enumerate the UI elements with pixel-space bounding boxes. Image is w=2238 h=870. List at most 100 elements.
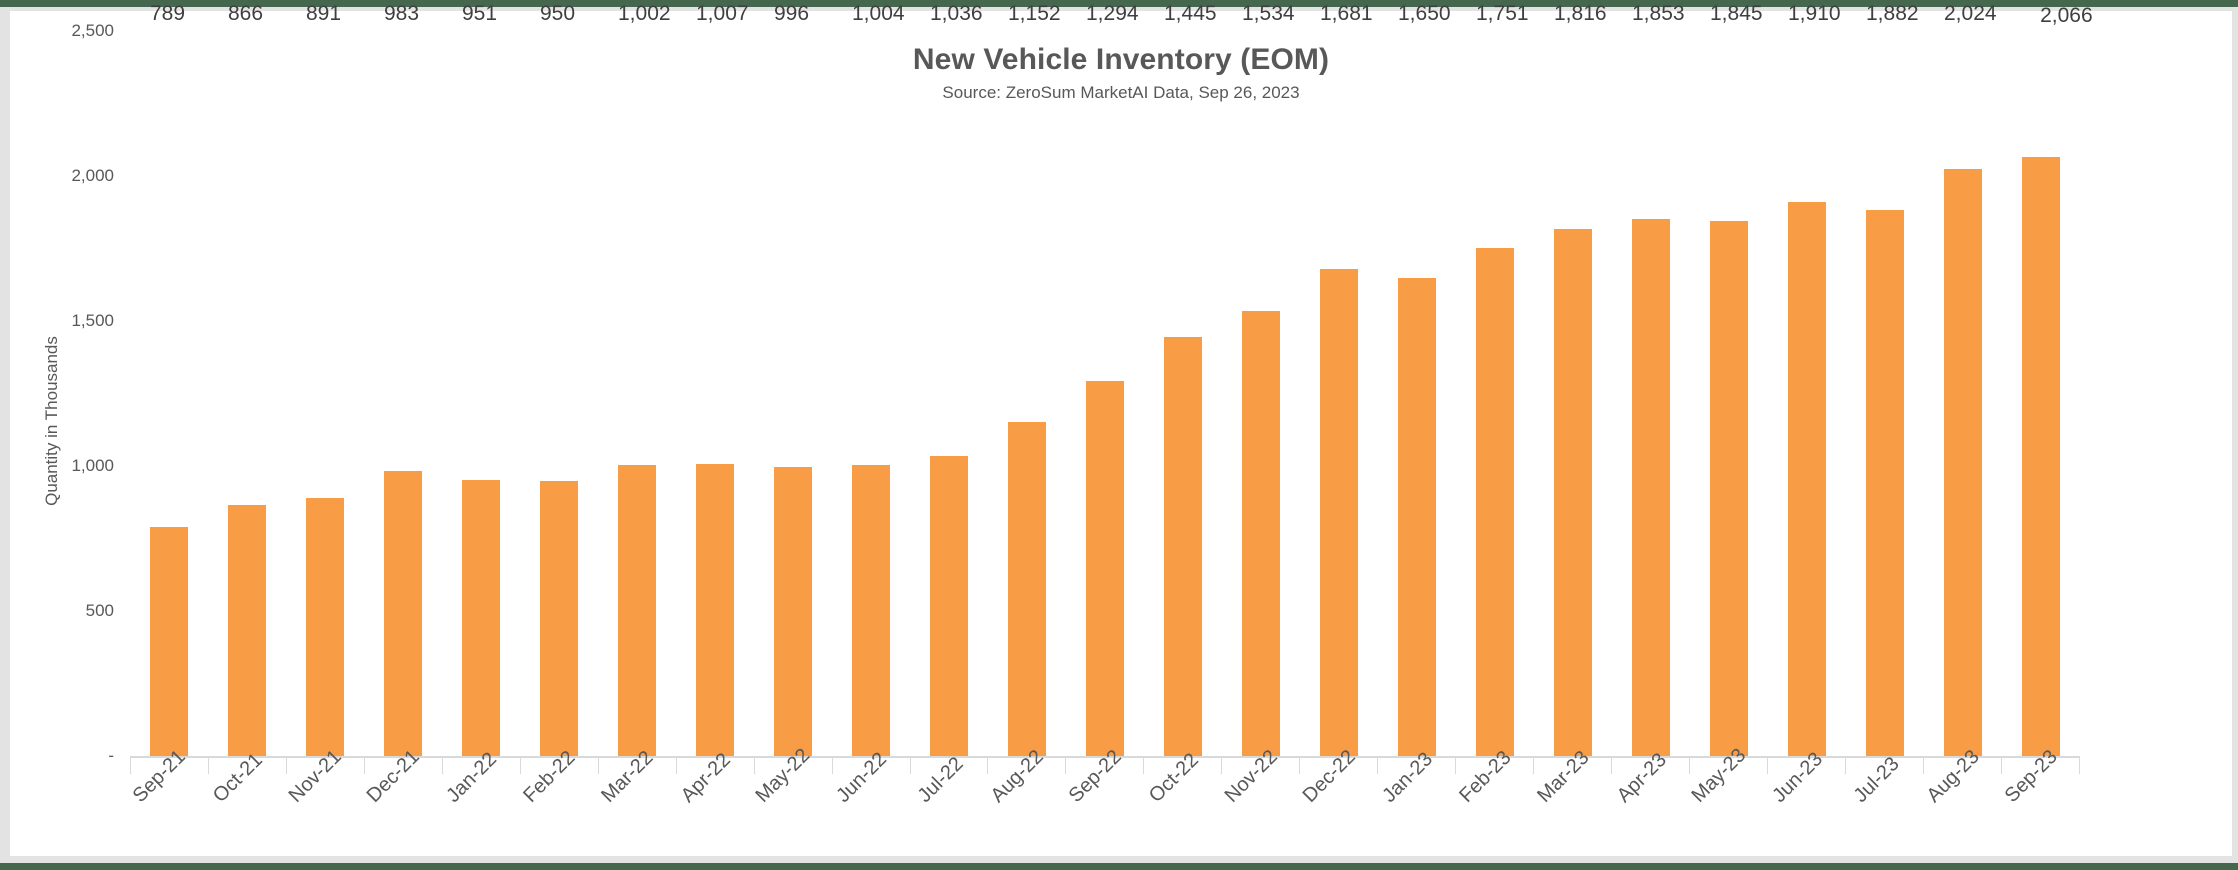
x-axis-label-slot[interactable]: Feb-22 xyxy=(519,747,598,870)
bar[interactable]: 866 xyxy=(228,2,266,756)
x-axis-label-slot[interactable]: May-23 xyxy=(1688,744,1768,870)
bar-slot[interactable]: 1,816 xyxy=(1534,2,1612,756)
x-axis-tick xyxy=(443,758,521,774)
bar-value-label: 1,816 xyxy=(1554,2,1607,25)
bar-slot[interactable]: 2,024 xyxy=(1924,2,2002,756)
bar-annotation-line: 2,066 xyxy=(2040,4,2093,28)
bar[interactable]: 1,534 xyxy=(1242,2,1295,756)
bar-slot[interactable]: 1,002 xyxy=(598,2,676,756)
x-axis-label-slot[interactable]: Oct-22 xyxy=(1144,749,1222,870)
bar-value-label: 951 xyxy=(462,2,498,25)
bar-slot[interactable]: 866 xyxy=(208,2,286,756)
bar[interactable]: 983 xyxy=(384,2,422,756)
bar[interactable]: 1,882 xyxy=(1866,2,1919,756)
x-axis-tick xyxy=(287,758,365,774)
bar[interactable]: 951 xyxy=(462,2,500,756)
bar-slot[interactable]: 950 xyxy=(520,2,598,756)
bar-slot[interactable]: 1,445 xyxy=(1144,2,1222,756)
bar[interactable]: 1,751 xyxy=(1476,2,1529,756)
y-axis-tick-label: 500 xyxy=(85,601,114,620)
x-axis-label-slot[interactable]: Sep-23 xyxy=(2001,746,2080,870)
bar-slot[interactable]: 1,294 xyxy=(1066,2,1144,756)
bar-value-label: 996 xyxy=(774,2,810,25)
bar[interactable]: 1,853 xyxy=(1632,2,1685,756)
bar-slot[interactable]: 1,910 xyxy=(1768,2,1846,756)
x-axis-label-slot[interactable]: Aug-23 xyxy=(1923,746,2002,870)
bar[interactable]: 1,004 xyxy=(852,2,905,756)
bar-slot[interactable]: PredictedEOM2,066 xyxy=(2002,0,2093,756)
bar-value-label: 1,910 xyxy=(1788,2,1841,25)
x-axis-label-slot[interactable]: Jul-23 xyxy=(1846,753,1924,870)
x-axis-label-slot[interactable]: May-22 xyxy=(752,744,832,870)
x-axis-label-slot[interactable]: Jan-23 xyxy=(1378,748,1456,870)
bar[interactable]: 2,024 xyxy=(1944,2,1997,756)
x-axis-label-slot[interactable]: Feb-23 xyxy=(1455,747,1534,870)
x-axis-label-slot[interactable]: Nov-22 xyxy=(1221,746,1300,870)
bar[interactable]: 1,152 xyxy=(1008,2,1061,756)
x-axis-label-slot[interactable]: Jun-22 xyxy=(832,748,910,870)
bottom-border-rail xyxy=(0,863,2238,870)
bar-value-label: 1,004 xyxy=(852,2,905,25)
bar-value-label: 789 xyxy=(150,2,186,25)
bar-slot[interactable]: 1,882 xyxy=(1846,2,1924,756)
bar-slot[interactable]: 983 xyxy=(364,2,442,756)
x-axis-label-slot[interactable]: Aug-22 xyxy=(987,746,1066,870)
bar[interactable]: 891 xyxy=(306,2,344,756)
x-axis-tick xyxy=(1456,758,1535,774)
bar[interactable]: 1,002 xyxy=(618,2,671,756)
x-axis-label-slot[interactable]: Jan-22 xyxy=(442,748,520,870)
bar[interactable]: 1,681 xyxy=(1320,2,1373,756)
bar-value-label: 1,650 xyxy=(1398,2,1451,25)
x-axis-labels: Sep-21 Oct-21 Nov-21 Dec-21 Jan-22 Feb-22 Mar-… xyxy=(129,744,2080,870)
x-axis-label-slot[interactable]: Apr-23 xyxy=(1612,749,1690,870)
bar[interactable]: 1,445 xyxy=(1164,2,1217,756)
bar-value-label: 2,024 xyxy=(1944,2,1997,25)
x-axis-tick xyxy=(1144,758,1223,774)
bar[interactable]: 950 xyxy=(540,2,578,756)
bar-value-label: 866 xyxy=(228,2,264,25)
bar-slot[interactable]: 891 xyxy=(286,2,364,756)
bar[interactable]: 1,007 xyxy=(696,2,749,756)
bar-slot[interactable]: 1,751 xyxy=(1456,2,1534,756)
x-axis-tick xyxy=(1846,758,1924,774)
bar-value-label: 1,853 xyxy=(1632,2,1685,25)
bar-slot[interactable]: 1,650 xyxy=(1378,2,1456,756)
bar-slot[interactable]: 1,534 xyxy=(1222,2,1300,756)
x-axis-label-slot[interactable]: Jul-22 xyxy=(910,753,988,870)
bar[interactable]: 1,036 xyxy=(930,2,983,756)
x-axis-label-slot[interactable]: Sep-21 xyxy=(129,746,208,870)
x-axis-label-slot[interactable]: Dec-22 xyxy=(1299,746,1378,870)
x-axis-label-slot[interactable]: Apr-22 xyxy=(676,749,754,870)
bar-slot[interactable]: 1,007 xyxy=(676,2,754,756)
x-axis-tick xyxy=(755,758,833,774)
x-axis-tick xyxy=(599,758,677,774)
bar-slot[interactable]: 951 xyxy=(442,2,520,756)
bar-slot[interactable]: 1,004 xyxy=(832,2,910,756)
x-axis-tick xyxy=(1066,758,1145,774)
bar-slot[interactable]: 789 xyxy=(130,2,208,756)
x-axis-label-slot[interactable]: Mar-22 xyxy=(597,747,676,870)
bar-slot[interactable]: 1,152 xyxy=(988,2,1066,756)
x-axis-label-slot[interactable]: Oct-21 xyxy=(208,749,286,870)
x-axis-label-slot[interactable]: Sep-22 xyxy=(1065,746,1144,870)
bar-value-label: 1,152 xyxy=(1008,2,1061,25)
bar[interactable]: 1,816 xyxy=(1554,2,1607,756)
bar[interactable]: PredictedEOM2,066 xyxy=(2022,0,2093,756)
x-axis-label-slot[interactable]: Jun-23 xyxy=(1768,748,1846,870)
bar[interactable]: 996 xyxy=(774,2,812,756)
bar[interactable]: 1,294 xyxy=(1086,2,1139,756)
bar-slot[interactable]: 1,853 xyxy=(1612,2,1690,756)
bar-slot[interactable]: 1,036 xyxy=(910,2,988,756)
bar-slot[interactable]: 996 xyxy=(754,2,832,756)
bar-slot[interactable]: 1,845 xyxy=(1690,2,1768,756)
x-axis-label-slot[interactable]: Mar-23 xyxy=(1533,747,1612,870)
bar[interactable]: 1,845 xyxy=(1710,2,1763,756)
x-axis-label-slot[interactable]: Dec-21 xyxy=(363,746,442,870)
bar[interactable]: 1,910 xyxy=(1788,2,1841,756)
bar[interactable]: 789 xyxy=(150,2,188,756)
x-axis-line xyxy=(130,756,2080,758)
bar-slot[interactable]: 1,681 xyxy=(1300,2,1378,756)
bar[interactable]: 1,650 xyxy=(1398,2,1451,756)
x-axis-label-slot[interactable]: Nov-21 xyxy=(285,746,364,870)
